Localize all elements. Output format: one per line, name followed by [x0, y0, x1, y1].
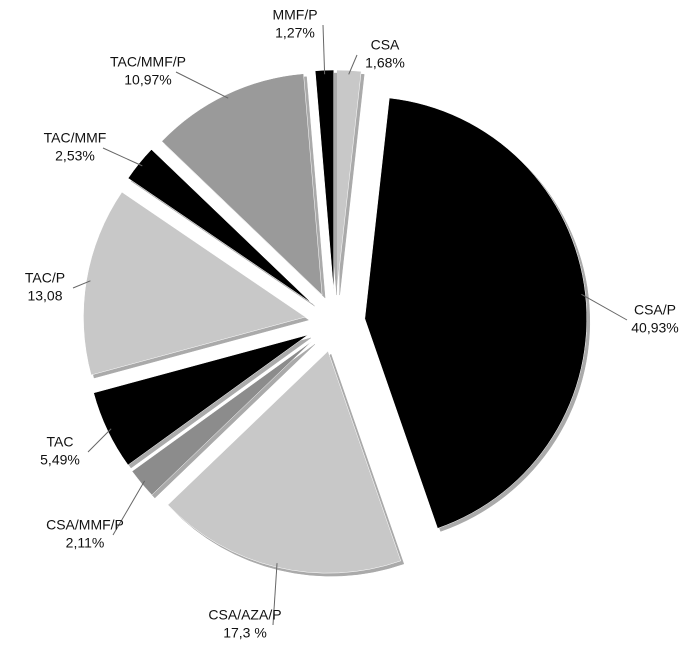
leader-line	[87, 428, 112, 453]
leader-line	[72, 280, 91, 289]
pie-slice	[167, 350, 402, 574]
slice-value-label: 1,27%	[275, 25, 315, 41]
slice-label: CSA/MMF/P	[46, 517, 124, 533]
pie-slice	[161, 73, 323, 296]
slice-label: TAC	[47, 434, 74, 450]
slice-label: CSA/AZA/P	[208, 607, 281, 623]
slice-value-label: 13,08	[27, 288, 62, 304]
slice-label: TAC/P	[25, 270, 65, 286]
leader-line	[272, 563, 278, 626]
leader-line	[581, 293, 628, 321]
slice-value-label: 40,93%	[631, 320, 678, 336]
slice-label: CSA	[371, 37, 400, 53]
pie-slice	[364, 97, 587, 529]
pie-slice	[83, 191, 307, 376]
leader-line	[112, 480, 146, 536]
leader-line	[102, 147, 143, 167]
slice-label: MMF/P	[272, 7, 317, 23]
slice-value-label: 5,49%	[40, 452, 80, 468]
slice-value-label: 2,11%	[66, 535, 105, 551]
slice-value-label: 1,68%	[365, 55, 405, 71]
slice-label: TAC/MMF/P	[110, 54, 186, 70]
leader-line	[322, 24, 326, 75]
pie-slice	[93, 334, 309, 466]
pie-slice	[336, 69, 362, 293]
slice-label: TAC/MMF	[44, 130, 107, 146]
slice-value-label: 2,53%	[55, 148, 95, 164]
slice-value-label: 10,97%	[124, 72, 171, 88]
leader-line	[348, 54, 358, 75]
leader-line	[175, 71, 229, 99]
slice-label: CSA/P	[634, 302, 676, 318]
pie-slice	[127, 149, 312, 304]
slice-value-label: 17,3 %	[223, 625, 267, 641]
pie-slice	[131, 341, 313, 496]
